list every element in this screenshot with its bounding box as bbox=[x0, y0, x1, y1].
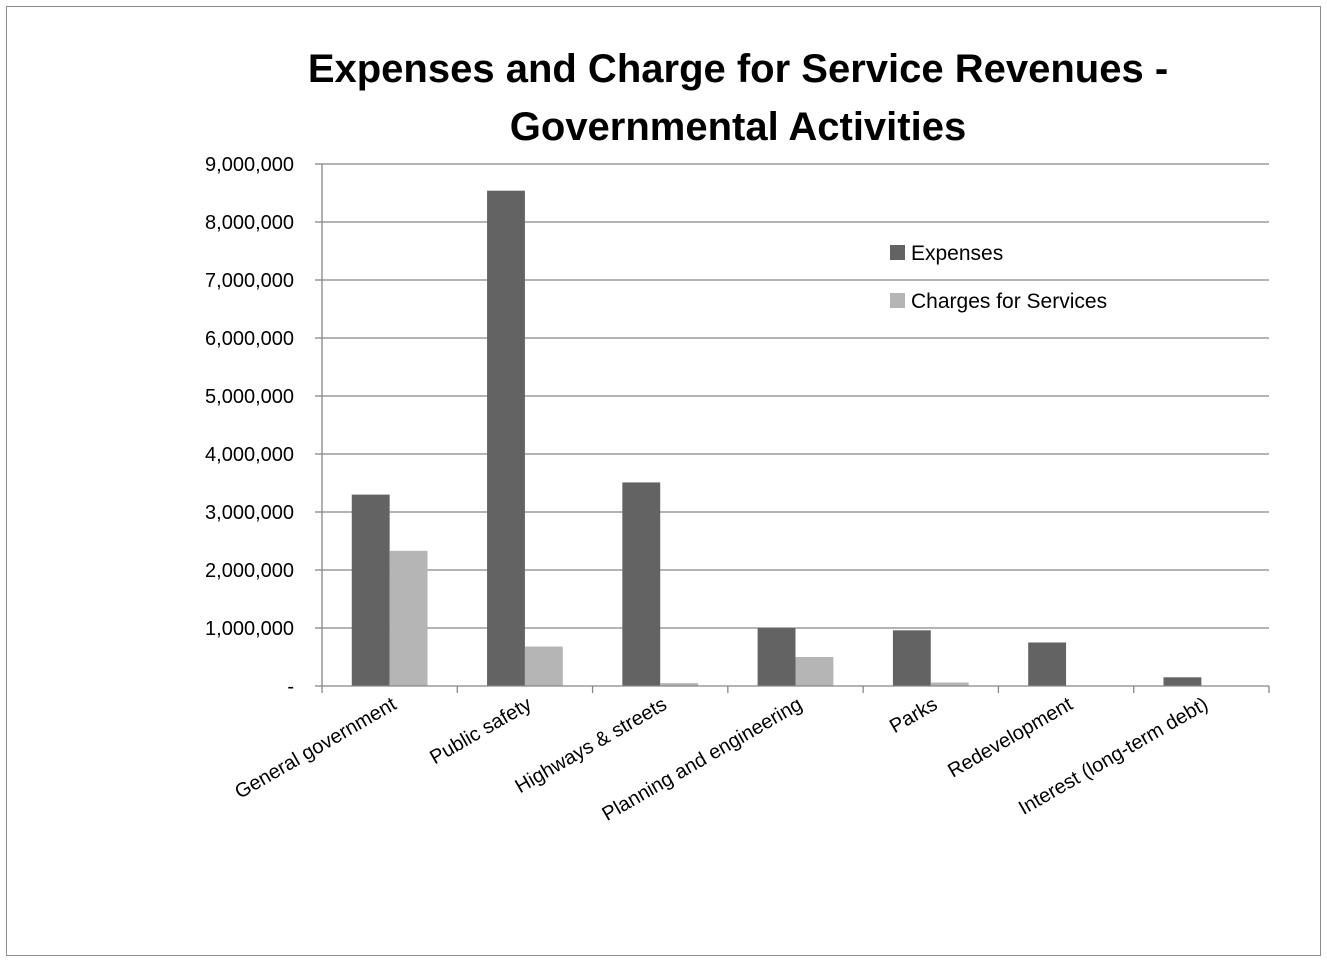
y-tick-label: - bbox=[287, 676, 294, 698]
y-tick-label: 7,000,000 bbox=[205, 270, 294, 292]
legend-swatch bbox=[890, 293, 905, 308]
gridlines bbox=[322, 163, 1269, 629]
y-tick-label: 9,000,000 bbox=[205, 154, 294, 176]
y-tick-label: 5,000,000 bbox=[205, 386, 294, 408]
y-tick-label: 1,000,000 bbox=[205, 618, 294, 640]
chart-title-line-2: Governmental Activities bbox=[510, 105, 966, 149]
charges-for-services-bar bbox=[795, 657, 834, 686]
expenses-bar bbox=[892, 630, 931, 686]
x-tick-label: Parks bbox=[886, 693, 941, 738]
x-tick-labels: General government Public safetyHighways … bbox=[231, 693, 1212, 826]
charges-for-services-bar bbox=[524, 646, 563, 686]
y-tick-labels: - 1,000,000 2,000,000 3,000,000 4,000,000 5,0… bbox=[205, 154, 294, 698]
y-tick-label: 2,000,000 bbox=[205, 560, 294, 582]
axes bbox=[315, 163, 1270, 693]
chart-title-line-1: Expenses and Charge for Service Revenues… bbox=[308, 47, 1168, 91]
expenses-bar bbox=[487, 190, 525, 686]
expenses-bar bbox=[351, 494, 390, 686]
y-tick-label: 4,000,000 bbox=[205, 444, 294, 466]
charges-for-services-bar bbox=[389, 550, 428, 686]
y-tick-label: 8,000,000 bbox=[205, 212, 294, 234]
bars bbox=[351, 190, 1202, 686]
x-tick-label: Redevelopment bbox=[944, 693, 1077, 782]
legend-label: Charges for Services bbox=[911, 290, 1107, 313]
x-tick-label: General government bbox=[231, 693, 400, 803]
y-tick-label: 6,000,000 bbox=[205, 328, 294, 350]
expenses-bar bbox=[622, 482, 661, 686]
expenses-bar bbox=[1028, 642, 1067, 686]
legend-swatch bbox=[890, 245, 905, 260]
expenses-bar bbox=[757, 628, 796, 686]
x-tick-label: Public safety bbox=[426, 693, 535, 769]
charges-for-services-bar bbox=[930, 682, 969, 686]
charges-for-services-bar bbox=[660, 683, 699, 686]
y-tick-label: 3,000,000 bbox=[205, 502, 294, 524]
legend: Expenses Charges for Services bbox=[890, 242, 1107, 313]
legend-label: Expenses bbox=[911, 242, 1003, 265]
expenses-bar bbox=[1163, 677, 1202, 686]
